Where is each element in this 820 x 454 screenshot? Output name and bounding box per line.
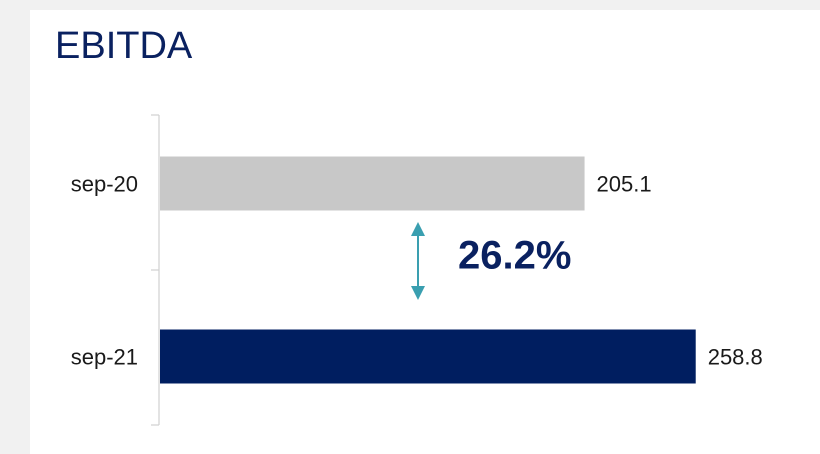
bar xyxy=(160,329,696,384)
arrow-head xyxy=(411,222,425,236)
value-label: 205.1 xyxy=(597,171,652,196)
change-annotation: 26.2% xyxy=(458,234,571,278)
arrow-head xyxy=(411,286,425,300)
category-axis xyxy=(151,114,160,426)
change-arrow xyxy=(411,222,425,300)
y-tick-label: sep-20 xyxy=(71,171,138,196)
value-label: 258.8 xyxy=(708,344,763,369)
y-tick-label: sep-21 xyxy=(71,344,138,369)
card xyxy=(30,10,820,454)
bar xyxy=(160,156,585,211)
chart-title: EBITDA xyxy=(55,25,193,67)
